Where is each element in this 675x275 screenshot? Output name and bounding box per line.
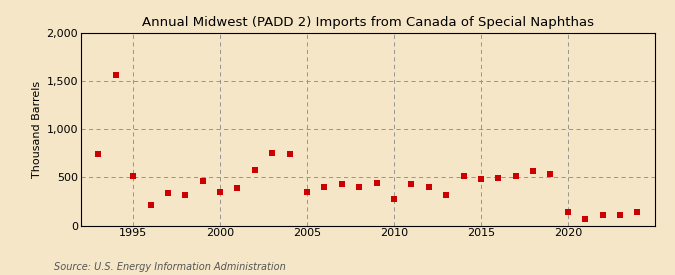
Point: [493, 176, 504, 180]
Point: [163, 191, 173, 195]
Point: [475, 177, 486, 182]
Point: [319, 185, 330, 189]
Point: [111, 73, 122, 78]
Point: [580, 217, 591, 221]
Point: [354, 185, 364, 190]
Point: [336, 182, 347, 186]
Point: [128, 174, 138, 179]
Point: [93, 152, 104, 156]
Point: [267, 151, 277, 155]
Point: [197, 179, 208, 183]
Y-axis label: Thousand Barrels: Thousand Barrels: [32, 81, 43, 178]
Point: [406, 182, 416, 186]
Point: [284, 152, 295, 156]
Point: [302, 190, 313, 194]
Point: [510, 174, 521, 178]
Point: [250, 168, 261, 172]
Point: [232, 186, 243, 190]
Point: [423, 185, 434, 189]
Point: [180, 192, 191, 197]
Point: [215, 190, 225, 194]
Point: [597, 213, 608, 217]
Title: Annual Midwest (PADD 2) Imports from Canada of Special Naphthas: Annual Midwest (PADD 2) Imports from Can…: [142, 16, 594, 29]
Point: [458, 174, 469, 178]
Point: [562, 209, 573, 214]
Point: [371, 180, 382, 185]
Point: [614, 213, 625, 218]
Point: [441, 193, 452, 197]
Point: [389, 196, 400, 201]
Point: [545, 171, 556, 176]
Point: [145, 203, 156, 207]
Point: [528, 168, 539, 173]
Text: Source: U.S. Energy Information Administration: Source: U.S. Energy Information Administ…: [54, 262, 286, 272]
Point: [632, 210, 643, 214]
